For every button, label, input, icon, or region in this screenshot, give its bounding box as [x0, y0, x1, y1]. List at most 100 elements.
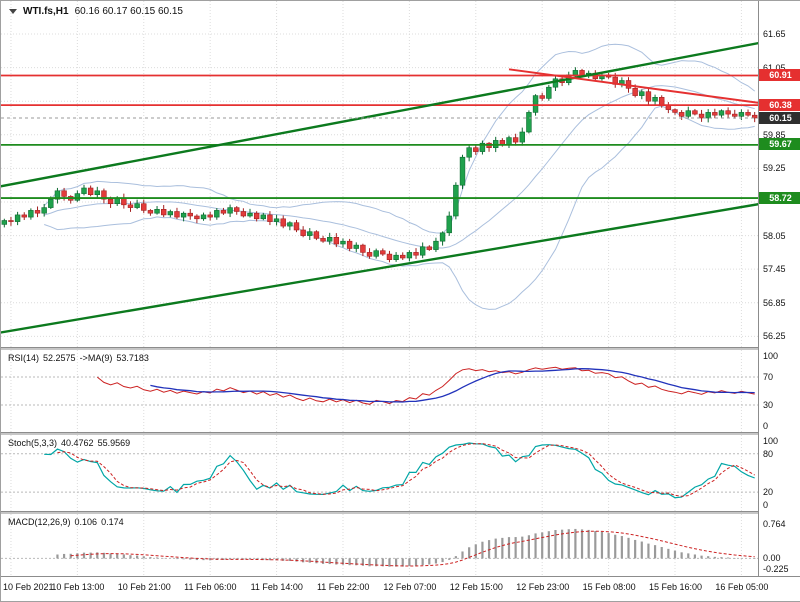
candle-body — [180, 212, 187, 218]
candle-body — [400, 254, 406, 259]
candle-body — [28, 210, 34, 218]
macd-axis-tick: 0.764 — [763, 519, 786, 530]
candle-body — [101, 190, 107, 200]
price-axis[interactable]: 61.65 61.05 59.85 59.25 58.05 57.45 56.85 56.25… — [758, 1, 800, 576]
candle-body — [678, 112, 685, 117]
candle-body — [645, 91, 652, 102]
candle-body — [473, 147, 479, 152]
candle-body — [87, 187, 94, 195]
candle-body — [506, 137, 512, 145]
candle-body — [220, 210, 227, 214]
price-level-chip: 58.72 — [759, 191, 800, 204]
rsi-line — [96, 366, 755, 405]
candle-body — [426, 246, 433, 250]
stochastic-panel-canvas[interactable] — [1, 435, 758, 511]
rsi-axis-tick: 100 — [763, 351, 779, 362]
candle-body — [386, 253, 393, 261]
candle-body — [712, 112, 718, 116]
candle-body — [333, 237, 340, 245]
candle-body — [499, 140, 506, 145]
candle-body — [698, 113, 705, 119]
candle-body — [8, 220, 14, 222]
price-axis-tick: 56.85 — [763, 297, 786, 308]
candle-body — [340, 240, 346, 245]
current-price-chip: 60.15 — [759, 111, 800, 124]
candle-body — [738, 112, 745, 117]
panel-separator[interactable] — [1, 347, 800, 351]
candle-body — [240, 211, 247, 217]
candle-body — [313, 231, 320, 239]
panel-separator[interactable] — [1, 511, 800, 515]
panel-separator[interactable] — [1, 432, 800, 436]
stoch-d-line — [57, 443, 755, 497]
time-axis-label: 10 Feb 2021 — [3, 582, 54, 592]
candle-body — [48, 198, 54, 208]
rsi-label: RSI(14) — [8, 353, 40, 363]
stochastic-indicator-title: Stoch(5,3,3) 40.4762 55.9569 — [8, 438, 134, 448]
macd-signal-value: 0.174 — [101, 517, 124, 527]
time-axis[interactable]: 10 Feb 2021 10 Feb 13:00 10 Feb 21:00 11 Fe… — [1, 576, 800, 601]
candle-body — [61, 190, 67, 197]
time-axis-label: 10 Feb 21:00 — [117, 582, 171, 592]
candle-body — [346, 240, 353, 249]
price-level-chip: 60.91 — [759, 68, 800, 81]
candle-body — [200, 214, 207, 220]
candle-body — [41, 207, 47, 214]
candle-body — [446, 215, 452, 234]
candle-body — [194, 215, 200, 220]
stoch-label: Stoch(5,3,3) — [8, 438, 58, 448]
candle-body — [227, 207, 233, 214]
candle-body — [34, 210, 41, 214]
candle-body — [287, 222, 293, 227]
candle-body — [393, 254, 399, 260]
candle-body — [519, 131, 525, 143]
stoch-axis-tick: 20 — [763, 487, 774, 498]
stoch-axis-tick: 80 — [763, 448, 774, 459]
rsi-panel-canvas[interactable] — [1, 350, 758, 432]
candle-body — [74, 193, 81, 201]
candle-body — [273, 218, 280, 222]
candle-body — [121, 197, 127, 206]
candle-body — [479, 142, 486, 152]
candle-body — [572, 70, 579, 76]
candle-body — [207, 214, 213, 218]
stoch-k-line — [44, 442, 755, 499]
candle-body — [134, 203, 140, 208]
macd-panel-canvas[interactable] — [1, 514, 758, 576]
trendline — [1, 203, 758, 334]
chart-header: WTI.fs,H1 60.16 60.17 60.15 60.15 — [9, 6, 183, 17]
candle-body — [652, 97, 658, 102]
trendline — [508, 68, 758, 104]
price-axis-tick: 59.25 — [763, 163, 786, 174]
candle-body — [751, 114, 758, 119]
candle-body — [453, 184, 459, 217]
time-axis-label: 11 Feb 06:00 — [184, 582, 237, 592]
candle-body — [406, 252, 413, 259]
candle-body — [234, 207, 240, 212]
candle-body — [167, 211, 174, 216]
macd-value: 0.106 — [74, 517, 98, 527]
price-level-chip: 59.67 — [759, 138, 800, 151]
candle-body — [141, 203, 147, 211]
price-axis-tick: 58.05 — [763, 230, 786, 241]
stoch-axis-tick: 0 — [763, 499, 769, 510]
price-axis-tick: 61.65 — [763, 29, 786, 40]
bollinger-lower-band — [44, 105, 755, 310]
rsi-axis-tick: 70 — [763, 372, 774, 382]
candle-body — [147, 210, 154, 214]
candle-body — [725, 110, 731, 115]
price-chart-canvas[interactable] — [1, 1, 758, 347]
candle-body — [174, 211, 180, 218]
bollinger-upper-band — [43, 43, 756, 234]
rsi-ma-value: 53.7183 — [116, 353, 149, 363]
trendline — [1, 41, 758, 188]
time-axis-label: 12 Feb 07:00 — [383, 582, 437, 592]
symbol-timeframe-label: WTI.fs,H1 — [23, 6, 69, 17]
candle-body — [526, 112, 532, 133]
candle-body — [672, 109, 678, 113]
time-axis-label: 15 Feb 16:00 — [648, 582, 703, 592]
symbol-dropdown-icon[interactable] — [9, 9, 17, 14]
candle-body — [466, 147, 472, 158]
price-axis-tick: 57.45 — [763, 264, 786, 275]
